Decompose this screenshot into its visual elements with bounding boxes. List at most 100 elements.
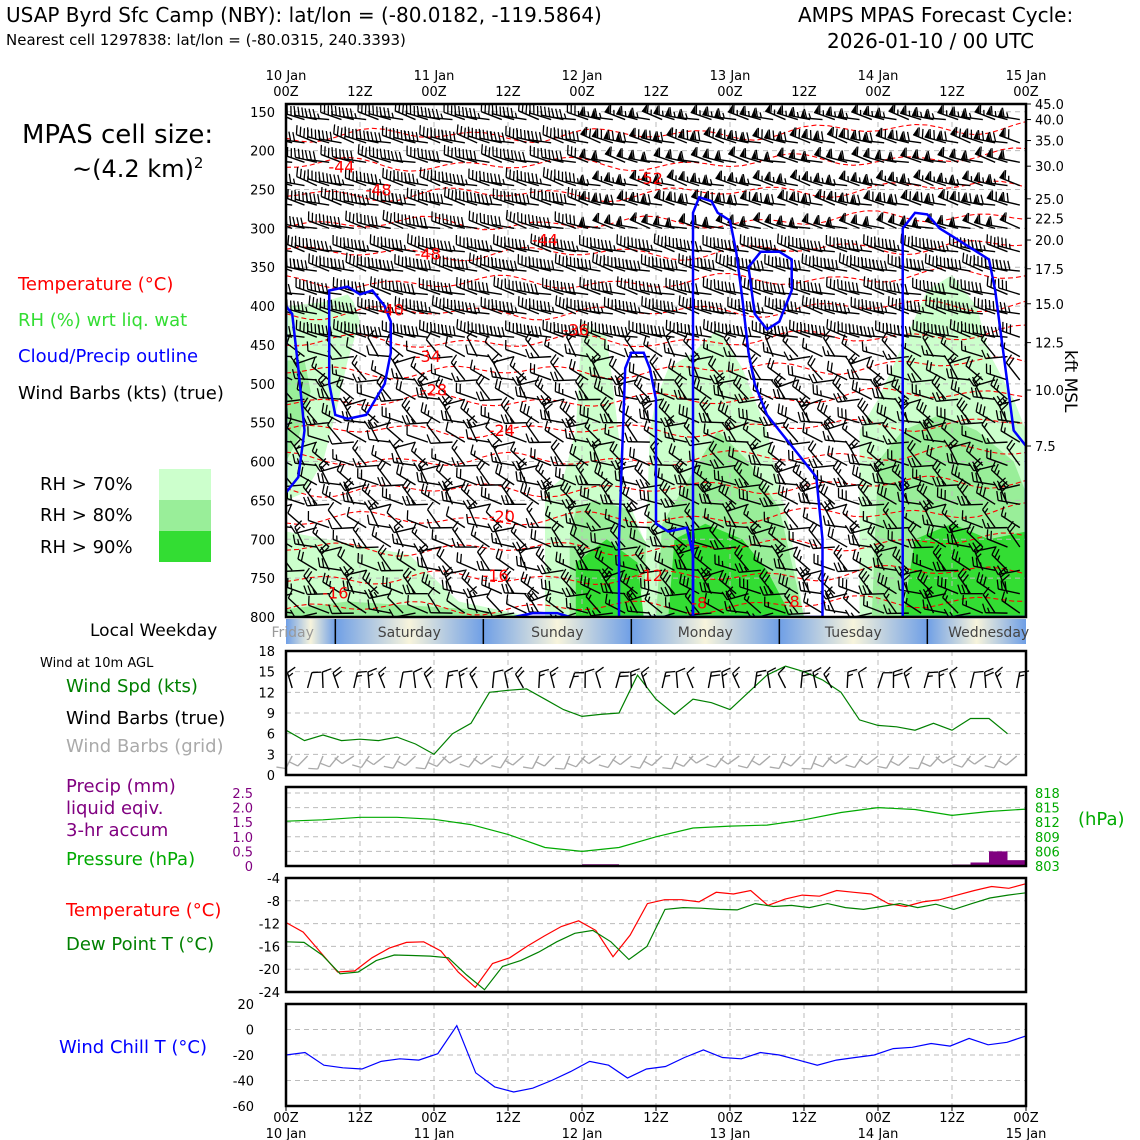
wind-barb [847, 534, 872, 548]
wind-barb [525, 416, 540, 443]
wind-barb [535, 460, 552, 486]
wind-barb [877, 572, 897, 595]
wind-barb [535, 545, 552, 571]
wind-barb [933, 282, 959, 296]
wind-barb [539, 409, 564, 424]
wind-barb [575, 475, 601, 486]
wind-barb [833, 544, 848, 571]
wind-barb [396, 549, 416, 571]
wind-barb [1000, 421, 1021, 443]
wind-barb [585, 588, 602, 614]
wind-barb [924, 128, 947, 144]
wind-barb [419, 167, 441, 187]
wind-barb [286, 547, 293, 571]
wind-barb [725, 586, 737, 614]
wind-barb [286, 578, 305, 595]
wind-barb [316, 240, 342, 253]
wind-barb [526, 501, 540, 528]
wind-barb [286, 391, 293, 400]
wind-barb [491, 299, 515, 315]
wind-barb [663, 427, 687, 443]
bottom-hour-label: 00Z [273, 1111, 299, 1126]
wind-barb [328, 604, 354, 615]
wind-barb [466, 513, 490, 529]
wind-barb [286, 376, 293, 381]
wind-barb [926, 445, 947, 467]
wind-barb [851, 464, 873, 486]
wind-barb [286, 419, 305, 443]
wind-barb [509, 356, 527, 381]
wind-y-tick-label: 0 [267, 769, 275, 784]
wind-barb [393, 82, 416, 96]
wind-y-tick-label: 15 [258, 666, 275, 681]
wind-barb [887, 296, 910, 315]
wind-barb [968, 542, 996, 553]
wind-barb [872, 557, 897, 572]
wind-barb [452, 173, 478, 187]
wind-barb [887, 213, 910, 230]
wind-barb [724, 500, 737, 528]
wind-barb [788, 191, 811, 206]
wind-barb [981, 434, 1008, 444]
wind-barb [825, 190, 848, 206]
precip-bar [989, 851, 1008, 866]
wind-barb [517, 212, 540, 230]
wind-barb [997, 278, 1021, 296]
wind-barb [368, 500, 380, 528]
wind-barb [701, 216, 724, 230]
wind-barb [514, 386, 539, 401]
top-hour-label: 00Z [865, 85, 891, 100]
wind-barb [286, 116, 293, 121]
wind-barb [344, 321, 367, 338]
wind-barb [931, 391, 959, 402]
wind-barb [709, 459, 737, 470]
wind-barb [500, 414, 527, 425]
wind-spd-label: Wind Spd (kts) [66, 676, 198, 697]
wind-barb [789, 127, 811, 144]
wind-barb [724, 281, 749, 296]
wind-barb [837, 150, 860, 163]
wind-barb [634, 460, 651, 486]
wind-barb [962, 212, 984, 230]
wind-barbs-label: Wind Barbs (true) [66, 708, 226, 729]
top-date-label: 14 Jan [858, 69, 899, 84]
wind-barb [973, 129, 996, 144]
wind-barb [586, 606, 613, 617]
wind-barb [428, 150, 453, 163]
wind-barb [763, 511, 786, 529]
wind-barb [468, 168, 490, 187]
wind-barb [857, 397, 873, 424]
wind-barb [454, 105, 478, 121]
wind-barb [286, 440, 293, 443]
wind-barb [406, 425, 429, 443]
wind-barb [940, 333, 959, 358]
bottom-date-label: 15 Jan [1006, 1127, 1047, 1140]
wind-barb [997, 107, 1020, 121]
wind-barb [450, 372, 478, 383]
wind-barb [814, 188, 836, 206]
wind-barb [947, 353, 959, 381]
bottom-hour-label: 12Z [791, 1111, 817, 1126]
wind-barb [628, 362, 651, 381]
wind-barb [677, 193, 700, 206]
wind-barb [634, 545, 651, 571]
wind-barb [640, 151, 663, 163]
wind-barb [420, 402, 441, 424]
wind-barb [539, 300, 564, 315]
swatch-rh90 [159, 531, 211, 562]
wind-barb [580, 126, 601, 144]
wind-barb [808, 373, 835, 384]
wind-barb [327, 519, 354, 530]
wind-barb [476, 476, 502, 486]
wind-barb [579, 277, 601, 296]
wind-barb [932, 459, 947, 486]
wind-barb [887, 254, 910, 272]
wind-barb [825, 277, 848, 296]
kft-tick-label: 30.0 [1035, 160, 1064, 175]
bottom-hour-label: 00Z [865, 1111, 891, 1126]
kft-tick-label: 12.5 [1035, 337, 1064, 352]
precip-y-tick-label: 1.5 [232, 816, 253, 831]
hpa-unit-label: (hPa) [1078, 809, 1125, 830]
wind-barb [998, 149, 1020, 163]
wind-barb [813, 172, 835, 187]
